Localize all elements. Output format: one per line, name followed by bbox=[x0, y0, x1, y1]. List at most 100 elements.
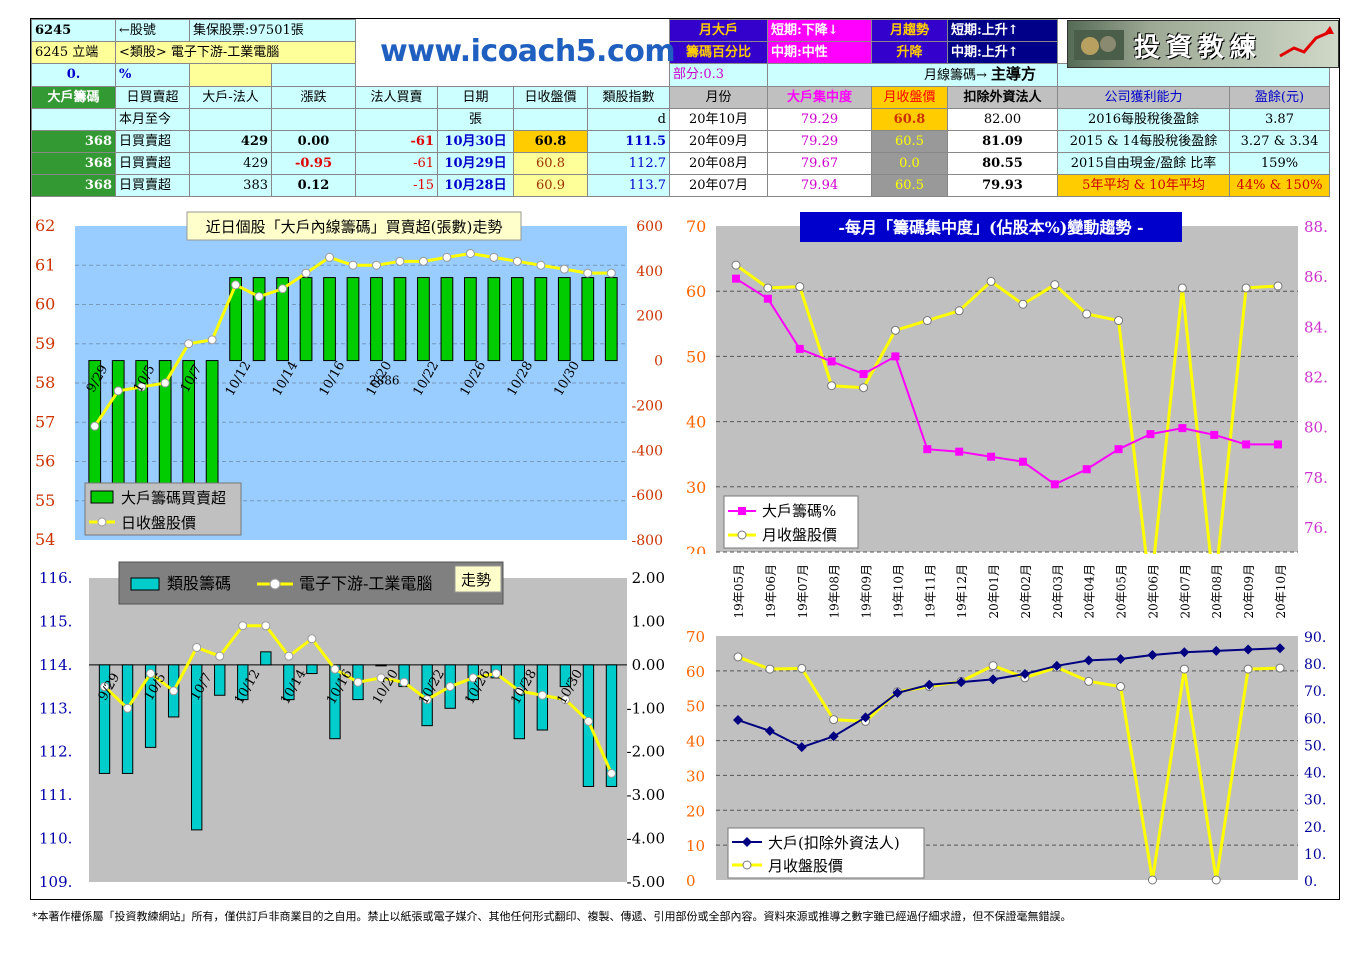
chart2-legend-a: 大戶籌碼% bbox=[762, 502, 836, 520]
chart2-concentration-point bbox=[923, 445, 932, 454]
big-holder-month-label: 月大戶 bbox=[669, 19, 768, 42]
chart2-right-tick: 86. bbox=[1304, 268, 1328, 286]
trade-date: 10月29日 bbox=[437, 152, 514, 175]
inst-net: -15 bbox=[355, 174, 438, 197]
chart1-price-point bbox=[137, 382, 147, 392]
14: 2.00 bbox=[632, 569, 665, 587]
chart4-price-point bbox=[1211, 875, 1221, 885]
chart1-legend-line: 日收盤股價 bbox=[121, 514, 196, 532]
eps: 3.27 & 3.34 bbox=[1229, 130, 1330, 153]
chart4-right-tick: 70. bbox=[1304, 684, 1326, 700]
ex-foreign-0: 82.00 bbox=[947, 108, 1058, 131]
chart2-concentration-point bbox=[1114, 445, 1123, 454]
concentration: 79.94 bbox=[767, 174, 872, 197]
chart4-month-label: 20年03月 bbox=[1051, 564, 1065, 619]
month-close: 0.0 bbox=[871, 152, 948, 175]
chart2-concentration-point bbox=[1242, 440, 1251, 449]
chart1-bar bbox=[464, 277, 477, 362]
website-url[interactable]: www.icoach5.com bbox=[380, 34, 676, 69]
col-header-12: 公司獲利能力 bbox=[1057, 86, 1230, 109]
chart3-bar bbox=[605, 664, 618, 787]
chart2-price-point bbox=[1273, 281, 1283, 291]
col-header-1: 日買賣超 bbox=[115, 86, 190, 109]
chart2-concentration-point bbox=[891, 352, 900, 361]
chart2-title-box bbox=[800, 212, 1182, 242]
daily-net-label: 日買賣超 bbox=[115, 130, 190, 153]
price-change: 0.00 bbox=[271, 130, 356, 153]
chart1-right-tick: 400 bbox=[636, 264, 663, 280]
chart1-bar bbox=[604, 277, 618, 362]
chart2-price-point bbox=[954, 306, 964, 316]
chart4-holder-point bbox=[1115, 654, 1126, 665]
chart4-price-point bbox=[765, 664, 775, 674]
chart3-bar bbox=[98, 664, 111, 774]
chart1-left-tick: 61 bbox=[35, 255, 55, 274]
16: 110. bbox=[39, 830, 72, 848]
chart3-bar bbox=[306, 664, 318, 675]
stock-code: 6245 bbox=[31, 19, 116, 42]
chart1-bar bbox=[370, 277, 383, 362]
inst-net: -61 bbox=[355, 130, 438, 153]
chart4-price-point bbox=[829, 715, 839, 725]
ex-foreign: 79.93 bbox=[947, 174, 1058, 197]
chart1-price-point bbox=[395, 256, 405, 266]
col-header-3: 漲跌 bbox=[271, 86, 356, 109]
chart2-right-tick: 76. bbox=[1304, 519, 1328, 537]
chart2-left-tick: 40 bbox=[686, 413, 706, 432]
chart4-holder-point bbox=[1051, 660, 1062, 671]
logo-text: 投資教練 bbox=[1134, 33, 1263, 63]
chip-pct-label: 籌碼百分比 bbox=[669, 41, 768, 64]
chart3-index-point bbox=[445, 682, 455, 692]
14: -5.00 bbox=[627, 873, 665, 891]
chart2-concentration-point bbox=[1050, 480, 1059, 489]
chart1-bar bbox=[276, 277, 289, 362]
chart2-left-tick: 60 bbox=[686, 282, 706, 301]
chart4-left-tick: 50 bbox=[686, 698, 705, 716]
chart1-price-point bbox=[348, 260, 358, 270]
chart2-concentration-point bbox=[795, 344, 804, 353]
chart3-bar bbox=[283, 664, 295, 701]
chart2-left-tick: 50 bbox=[686, 347, 706, 366]
main-force-text: 主導方 bbox=[990, 65, 1036, 83]
chart4-legend-box bbox=[727, 827, 925, 879]
chart4-holder-point bbox=[1083, 655, 1094, 666]
chart3-index-point bbox=[146, 669, 156, 679]
chart4-holder-line bbox=[737, 647, 1281, 749]
chart4-price-point bbox=[733, 652, 743, 662]
chart4-price-point bbox=[988, 661, 998, 671]
daily-row: 368 日買賣超 429 0.00 -61 10月30日 60.8 111.5 20年09月 79… bbox=[31, 130, 1330, 153]
chart1-bar bbox=[323, 277, 336, 362]
chart3-index-point bbox=[422, 695, 432, 705]
chart2-concentration-point bbox=[955, 447, 964, 456]
chart2-price-point bbox=[890, 325, 900, 335]
chart4-month-label: 19年08月 bbox=[828, 564, 842, 619]
concentration: 79.67 bbox=[767, 152, 872, 175]
chart4-price-point bbox=[1084, 676, 1094, 686]
chart2-right-tick: 88. bbox=[1304, 218, 1328, 236]
chart4-legend-b: 月收盤股價 bbox=[768, 857, 843, 875]
chart4-right-tick: 60. bbox=[1304, 711, 1326, 727]
chart4-price-point bbox=[1116, 682, 1126, 692]
chart4-left-tick: 30 bbox=[686, 767, 705, 785]
price-change: 0.12 bbox=[271, 174, 356, 197]
price-change: -0.95 bbox=[271, 152, 356, 175]
chart4-month-label: 19年11月 bbox=[923, 564, 937, 619]
chart4-price-point bbox=[797, 663, 807, 673]
chart1-bar bbox=[393, 277, 407, 362]
chart4-month-label: 19年07月 bbox=[796, 564, 810, 619]
chart2-price-point bbox=[731, 260, 741, 270]
unit-label: 張 bbox=[437, 108, 514, 131]
chart2-concentration-point bbox=[1018, 457, 1027, 466]
chart1-bar bbox=[487, 277, 501, 362]
chart1-left-tick: 59 bbox=[35, 334, 55, 353]
eps: 44% & 150% bbox=[1229, 174, 1330, 197]
chart1-price-point bbox=[465, 248, 475, 258]
chart3-index-point bbox=[399, 677, 409, 687]
profit-label-0: 2016每股稅後盈餘 bbox=[1057, 108, 1230, 131]
chart3-legend-bar: 類股籌碼 bbox=[167, 574, 231, 593]
chart4-price-point bbox=[1179, 664, 1189, 674]
short-term-down: 短期:下降↓ bbox=[767, 19, 872, 42]
chart4-month-label: 20年05月 bbox=[1115, 564, 1129, 619]
chart1-bar bbox=[440, 277, 454, 362]
chart4-month-label: 20年10月 bbox=[1274, 564, 1288, 619]
